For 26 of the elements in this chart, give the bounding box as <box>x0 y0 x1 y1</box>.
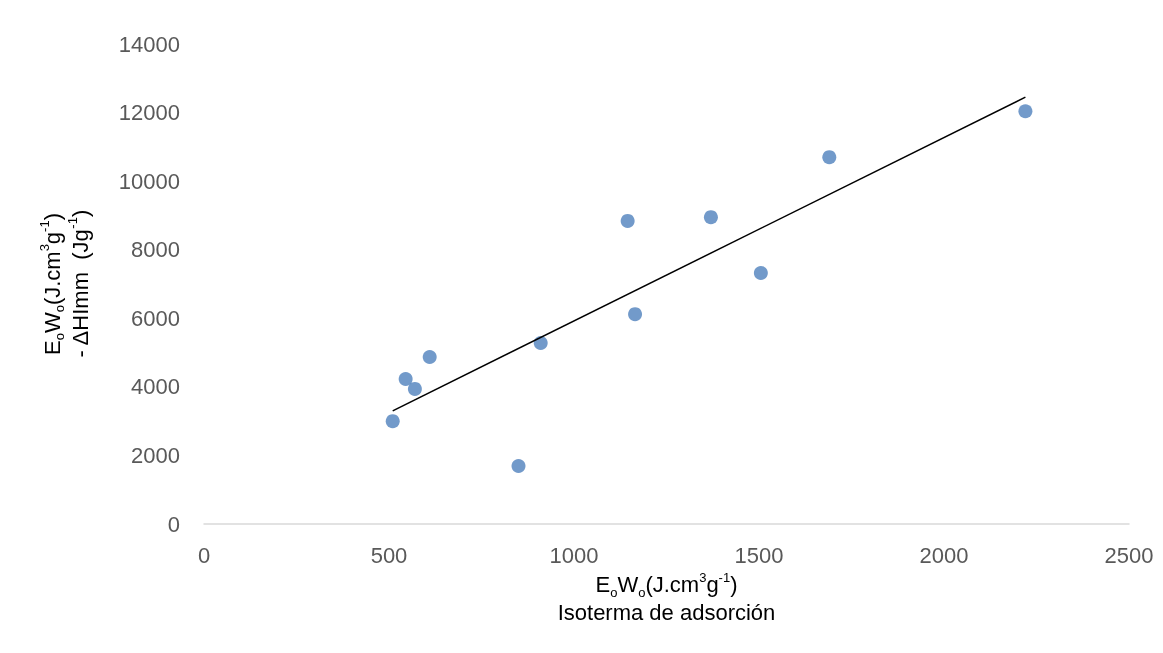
point <box>628 307 643 322</box>
y-tick-label: 12000 <box>118 100 180 126</box>
y-tick-label: 2000 <box>131 442 180 468</box>
y-tick-label: 4000 <box>131 374 180 400</box>
x-tick-label: 2500 <box>1104 542 1154 568</box>
y-tick-label: 14000 <box>118 31 180 57</box>
point <box>533 335 548 350</box>
point <box>822 150 837 165</box>
x-tick-label: 1500 <box>734 542 784 568</box>
y-tick-label: 0 <box>167 511 180 537</box>
y-tick-label: 10000 <box>118 168 180 194</box>
point <box>385 414 400 429</box>
point <box>422 350 437 365</box>
point <box>398 371 413 386</box>
point <box>703 210 718 225</box>
point <box>1018 104 1033 119</box>
x-tick-label: 0 <box>197 542 211 568</box>
y-tick-label: 6000 <box>131 305 180 331</box>
point <box>753 266 768 281</box>
y-tick-label: 8000 <box>131 237 180 263</box>
x-tick-label: 1000 <box>549 542 599 568</box>
x-tick-label: 500 <box>370 542 408 568</box>
x-tick-label: 2000 <box>919 542 969 568</box>
point <box>511 459 526 474</box>
point <box>620 213 635 228</box>
point <box>407 381 422 396</box>
